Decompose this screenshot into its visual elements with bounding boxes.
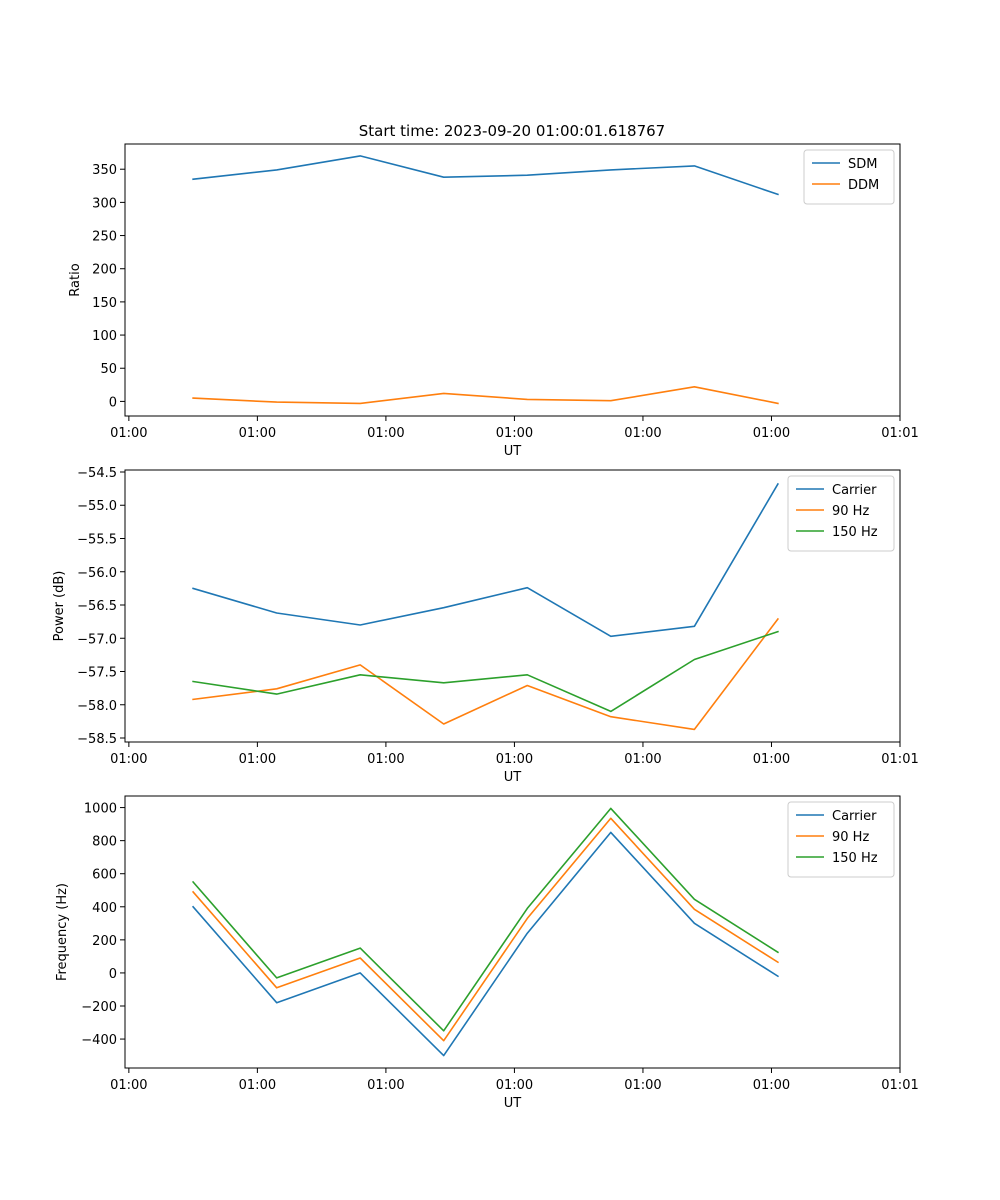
y-tick-label: 250 [92,230,117,245]
legend-label: 150 Hz [832,851,878,866]
y-tick-label: 600 [92,868,117,883]
x-tick-label: 01:00 [624,426,661,441]
y-tick-label: 200 [92,263,117,278]
x-axis-label: UT [504,770,522,785]
y-tick-label: −56.0 [77,566,117,581]
legend-label: DDM [848,178,879,193]
legend-box [787,475,895,552]
y-tick-label: 0 [109,395,117,410]
panel-2: 01:00 01:00 01:00 01:00 01:00 01:00 01:01 −58.5… [52,466,919,785]
x-tick-label: 01:01 [881,752,918,767]
x-axis-label: UT [504,444,522,459]
x-tick-label: 01:00 [367,1078,404,1093]
y-tick-label: −57.0 [77,632,117,647]
legend-label: 150 Hz [832,525,878,540]
x-tick-label: 01:00 [624,752,661,767]
x-tick-label: 01:00 [110,1078,147,1093]
x-tick-label: 01:00 [367,752,404,767]
y-tick-label: −58.5 [77,732,117,747]
y-tick-label: −55.0 [77,499,117,514]
series-line-90-hz [191,817,780,1042]
x-axis-label: UT [504,1096,522,1111]
y-tick-label: −200 [81,1000,117,1015]
panel-3: 01:00 01:00 01:00 01:00 01:00 01:00 01:01 −400 −… [55,795,919,1111]
series-line-carrier [191,831,780,1057]
x-tick-label: 01:00 [753,1078,790,1093]
plot-frame [124,469,901,743]
x-tick-label: 01:00 [753,752,790,767]
legend-label: Carrier [832,483,877,498]
plot-frame [124,795,901,1069]
x-tick-label: 01:00 [496,426,533,441]
x-tick-label: 01:00 [239,752,276,767]
x-tick-label: 01:00 [239,426,276,441]
legend-box [787,801,895,878]
y-axis-label: Frequency (Hz) [55,883,70,981]
y-tick-label: 400 [92,901,117,916]
x-tick-label: 01:01 [881,1078,918,1093]
series-line-90-hz [192,617,780,731]
y-tick-label: −58.0 [77,699,117,714]
series-line-sdm [192,155,779,196]
x-tick-label: 01:00 [496,1078,533,1093]
x-tick-label: 01:00 [624,1078,661,1093]
legend: Carrier 90 Hz 150 Hz [787,801,895,878]
x-tick-label: 01:01 [881,426,918,441]
y-tick-label: 350 [92,163,117,178]
plot-frame [124,143,901,417]
y-tick-label: −400 [81,1033,117,1048]
y-tick-label: 1000 [84,802,117,817]
x-tick-label: 01:00 [110,426,147,441]
x-tick-label: 01:00 [496,752,533,767]
panel-1: 01:00 01:00 01:00 01:00 01:00 01:00 01:01 0 50 10… [68,143,919,459]
y-tick-label: 100 [92,329,117,344]
figure-title: Start time: 2023-09-20 01:00:01.618767 [359,122,665,140]
y-tick-label: −57.5 [77,666,117,681]
x-tick-label: 01:00 [367,426,404,441]
legend: Carrier 90 Hz 150 Hz [787,475,895,552]
series-line-150-hz [192,630,779,713]
y-tick-label: 150 [92,296,117,311]
legend-label: 90 Hz [832,504,869,519]
y-tick-label: −56.5 [77,599,117,614]
legend: SDM DDM [803,149,895,205]
y-axis-label: Ratio [68,263,83,296]
y-tick-label: 300 [92,196,117,211]
y-tick-label: 200 [92,934,117,949]
legend-label: Carrier [832,809,877,824]
y-tick-label: −55.5 [77,532,117,547]
x-tick-label: 01:00 [239,1078,276,1093]
y-tick-label: 50 [100,362,117,377]
x-tick-label: 01:00 [110,752,147,767]
y-axis-label: Power (dB) [52,571,67,642]
series-line-carrier [192,482,779,638]
y-tick-label: 0 [109,967,117,982]
series-line-ddm [192,385,779,405]
legend-label: SDM [848,157,877,172]
y-tick-label: −54.5 [77,466,117,481]
legend-label: 90 Hz [832,830,869,845]
y-tick-label: 800 [92,835,117,850]
series-line-150-hz [191,807,780,1032]
x-tick-label: 01:00 [753,426,790,441]
